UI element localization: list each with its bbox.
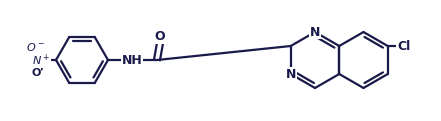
Text: N: N	[286, 68, 296, 80]
Text: N: N	[310, 26, 320, 38]
Text: $N^+$: $N^+$	[32, 52, 50, 68]
Text: NH: NH	[122, 53, 142, 67]
Text: O: O	[31, 68, 41, 78]
Text: $O^-$: $O^-$	[26, 41, 45, 53]
Text: Cl: Cl	[397, 39, 411, 53]
Text: O: O	[155, 30, 165, 44]
